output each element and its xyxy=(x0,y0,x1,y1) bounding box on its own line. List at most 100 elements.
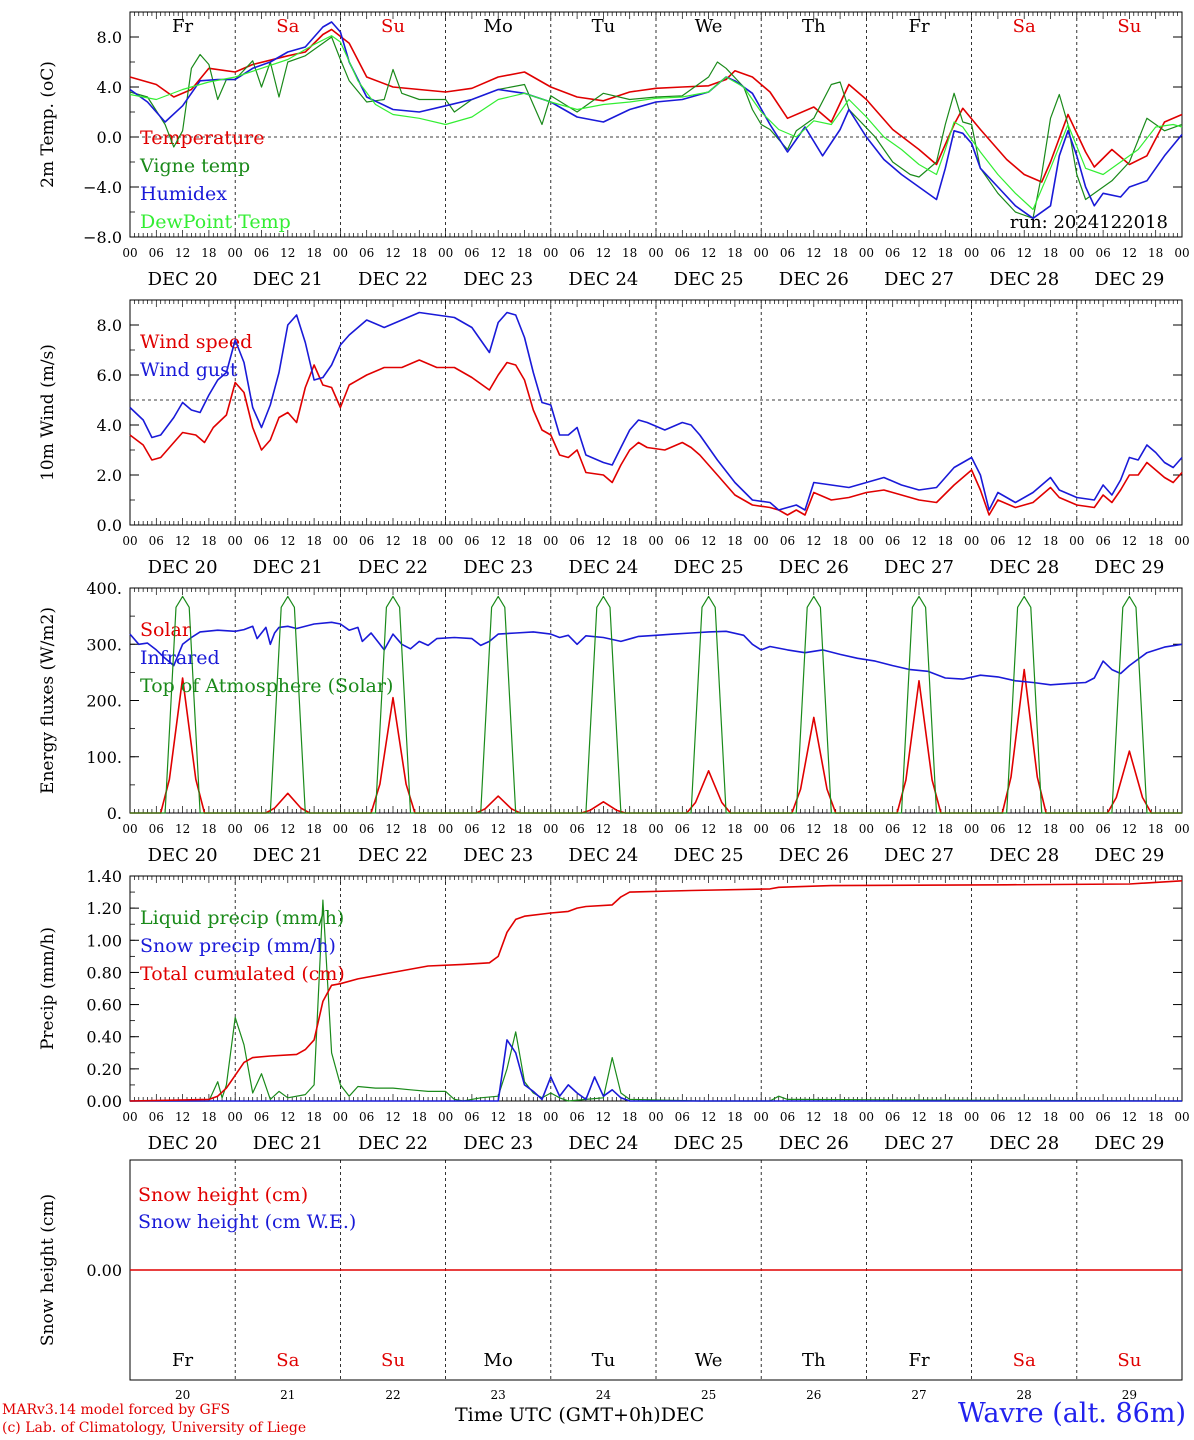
temp-legend-1: Vigne temp xyxy=(139,155,250,177)
temp-date-label: DEC 21 xyxy=(253,269,323,290)
precip-series-2 xyxy=(129,880,1183,1102)
temp-hour-label: 00 xyxy=(754,246,769,260)
precip-hour-label: 12 xyxy=(385,1110,400,1124)
station-label: Wavre (alt. 86m) xyxy=(958,1398,1186,1429)
snow-legend-0: Snow height (cm) xyxy=(138,1184,308,1206)
precip-series-1 xyxy=(130,1039,1182,1102)
energy-date-label: DEC 20 xyxy=(148,845,218,866)
wind-hour-label: 18 xyxy=(727,534,742,548)
precip-hour-label: 00 xyxy=(964,1110,979,1124)
wind-y-tick-label: 6.0 xyxy=(97,366,122,385)
energy-hour-label: 18 xyxy=(832,822,847,836)
energy-hour-label: 00 xyxy=(333,822,348,836)
energy-hour-label: 12 xyxy=(1017,822,1032,836)
wind-hour-label: 06 xyxy=(149,534,164,548)
credit-line-1: MARv3.14 model forced by GFS xyxy=(2,1402,231,1418)
energy-hour-label: 00 xyxy=(438,822,453,836)
wind-hour-label: 00 xyxy=(438,534,453,548)
weekday-label: Fr xyxy=(908,16,929,37)
snow-y-tick-label: 0.00 xyxy=(86,1261,122,1280)
energy-legend-0: Solar xyxy=(140,619,192,641)
weekday-label-bottom: Fr xyxy=(172,1350,193,1371)
wind-hour-label: 18 xyxy=(832,534,847,548)
wind-hour-label: 00 xyxy=(964,534,979,548)
energy-hour-label: 18 xyxy=(412,822,427,836)
weekday-label: Fr xyxy=(172,16,193,37)
wind-hour-label: 06 xyxy=(675,534,690,548)
precip-hour-label: 18 xyxy=(832,1110,847,1124)
wind-date-label: DEC 27 xyxy=(884,557,954,578)
energy-hour-label: 12 xyxy=(701,822,716,836)
wind-hour-label: 12 xyxy=(280,534,295,548)
precip-hour-label: 12 xyxy=(175,1110,190,1124)
weekday-label-bottom: We xyxy=(695,1350,723,1371)
temp-legend-0: Temperature xyxy=(140,127,264,149)
wind-hour-label: 18 xyxy=(517,534,532,548)
wind-hour-label: 12 xyxy=(491,534,506,548)
precip-hour-label: 18 xyxy=(1148,1110,1163,1124)
snow-y-axis-label: Snow height (cm) xyxy=(38,1194,58,1346)
temp-y-tick-label: −8.0 xyxy=(83,228,122,247)
wind-legend-1: Wind gust xyxy=(140,359,238,381)
temp-date-label: DEC 20 xyxy=(148,269,218,290)
day-number-label: 28 xyxy=(1017,1388,1032,1402)
precip-hour-label: 06 xyxy=(464,1110,479,1124)
temp-hour-label: 06 xyxy=(675,246,690,260)
precip-hour-label: 18 xyxy=(412,1110,427,1124)
energy-hour-label: 18 xyxy=(1148,822,1163,836)
wind-date-label: DEC 22 xyxy=(358,557,428,578)
wind-hour-label: 06 xyxy=(780,534,795,548)
wind-hour-label: 00 xyxy=(333,534,348,548)
energy-hour-label: 00 xyxy=(859,822,874,836)
temp-date-label: DEC 27 xyxy=(884,269,954,290)
wind-date-label: DEC 26 xyxy=(779,557,849,578)
wind-hour-label: 06 xyxy=(885,534,900,548)
energy-hour-label: 00 xyxy=(122,822,137,836)
temp-legend-2: Humidex xyxy=(140,183,227,205)
wind-hour-label: 00 xyxy=(1069,534,1084,548)
precip-date-label: DEC 20 xyxy=(148,1133,218,1154)
precip-hour-label: 06 xyxy=(780,1110,795,1124)
precip-legend-0: Liquid precip (mm/h) xyxy=(140,907,344,929)
temp-series-2 xyxy=(129,21,1183,220)
weekday-label: Th xyxy=(802,16,826,37)
day-number-label: 20 xyxy=(175,1388,190,1402)
wind-hour-label: 00 xyxy=(754,534,769,548)
wind-hour-label: 12 xyxy=(1017,534,1032,548)
wind-hour-label: 12 xyxy=(701,534,716,548)
wind-y-tick-label: 8.0 xyxy=(97,316,122,335)
temp-legend-3: DewPoint Temp xyxy=(140,211,291,233)
precip-hour-label: 00 xyxy=(648,1110,663,1124)
temp-hour-label: 18 xyxy=(832,246,847,260)
precip-legend-1: Snow precip (mm/h) xyxy=(140,935,336,957)
energy-y-tick-label: 100. xyxy=(86,748,122,767)
energy-series-2 xyxy=(130,595,1182,814)
wind-hour-label: 18 xyxy=(201,534,216,548)
day-number-label: 27 xyxy=(911,1388,926,1402)
wind-hour-label: 18 xyxy=(1043,534,1058,548)
precip-hour-label: 12 xyxy=(1017,1110,1032,1124)
energy-hour-label: 06 xyxy=(780,822,795,836)
wind-date-label: DEC 25 xyxy=(674,557,744,578)
weekday-label-bottom: Fr xyxy=(908,1350,929,1371)
day-number-label: 22 xyxy=(385,1388,400,1402)
precip-y-tick-label: 0.60 xyxy=(86,996,122,1015)
wind-hour-label: 18 xyxy=(412,534,427,548)
temp-hour-label: 12 xyxy=(911,246,926,260)
wind-hour-label: 06 xyxy=(1095,534,1110,548)
weekday-label-bottom: Th xyxy=(802,1350,826,1371)
temp-hour-label: 06 xyxy=(885,246,900,260)
energy-date-label: DEC 25 xyxy=(674,845,744,866)
weekday-label: Tu xyxy=(592,16,616,37)
precip-legend-2: Total cumulated (cm) xyxy=(140,963,345,985)
precip-hour-label: 12 xyxy=(491,1110,506,1124)
energy-y-tick-label: 200. xyxy=(86,692,122,711)
precip-hour-label: 06 xyxy=(359,1110,374,1124)
precip-hour-label: 06 xyxy=(1095,1110,1110,1124)
precip-date-label: DEC 26 xyxy=(779,1133,849,1154)
wind-series-0 xyxy=(129,359,1183,516)
day-number-label: 25 xyxy=(701,1388,716,1402)
temp-hour-label: 18 xyxy=(517,246,532,260)
precip-date-label: DEC 27 xyxy=(884,1133,954,1154)
precip-date-label: DEC 28 xyxy=(989,1133,1059,1154)
